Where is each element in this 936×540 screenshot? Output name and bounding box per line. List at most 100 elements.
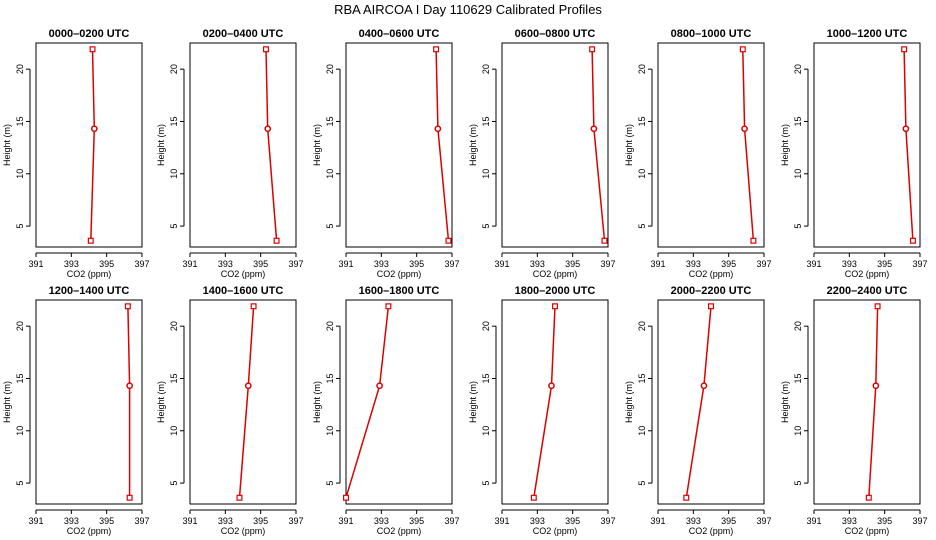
y-tick-label: 15 [793, 373, 803, 383]
x-tick-label: 397 [600, 259, 615, 269]
x-tick-label: 393 [686, 259, 701, 269]
x-axis-label: CO2 (ppm) [67, 526, 112, 536]
y-axis-label: Height (m) [2, 381, 12, 423]
y-axis-label: Height (m) [312, 124, 322, 166]
y-tick-label: 20 [481, 321, 491, 331]
x-tick-label: 393 [686, 516, 701, 526]
x-tick-label: 391 [182, 516, 197, 526]
x-tick-label: 397 [288, 516, 303, 526]
panel-title: 1600–1800 UTC [359, 285, 440, 297]
data-point-circle [90, 125, 98, 133]
data-point-square [262, 46, 269, 53]
y-tick-label: 20 [169, 64, 179, 74]
x-tick-label: 397 [756, 259, 771, 269]
plot-frame [657, 299, 765, 505]
y-tick-label: 15 [637, 116, 647, 126]
panel-title: 2200–2400 UTC [827, 285, 908, 297]
plot-frame [189, 42, 297, 248]
x-axis-label: CO2 (ppm) [689, 526, 734, 536]
y-tick-label: 20 [325, 64, 335, 74]
y-tick-label: 5 [169, 481, 179, 486]
y-tick-label: 15 [481, 373, 491, 383]
x-tick-label: 395 [253, 516, 268, 526]
y-tick-label: 5 [15, 224, 25, 229]
x-axis-label: CO2 (ppm) [689, 269, 734, 279]
y-tick-label: 10 [325, 426, 335, 436]
y-tick-label: 5 [637, 481, 647, 486]
data-point-circle [902, 125, 910, 133]
y-tick-label: 20 [15, 64, 25, 74]
data-point-square [739, 46, 746, 53]
y-tick-label: 15 [325, 116, 335, 126]
x-tick-label: 395 [721, 516, 736, 526]
data-point-circle [590, 125, 598, 133]
data-point-square [124, 303, 131, 310]
y-tick-label: 10 [15, 169, 25, 179]
panel-8: 1400–1600 UTC 391 393 395 397 CO2 (ppm) 5 10 15 2… [156, 285, 304, 536]
plot-frame [189, 299, 297, 505]
x-tick-label: 391 [494, 259, 509, 269]
y-tick-label: 15 [169, 116, 179, 126]
y-tick-label: 5 [325, 481, 335, 486]
x-tick-label: 393 [218, 516, 233, 526]
y-tick-label: 10 [169, 169, 179, 179]
plot-frame [501, 299, 609, 505]
y-tick-label: 20 [325, 321, 335, 331]
plot-frame [35, 42, 143, 248]
x-tick-label: 395 [409, 516, 424, 526]
x-tick-label: 395 [877, 259, 892, 269]
x-tick-label: 397 [756, 516, 771, 526]
data-point-square [89, 46, 96, 53]
panel-6: 1000–1200 UTC 391 393 395 397 CO2 (ppm) 5 10 15 2… [780, 28, 928, 279]
panel-2: 0200–0400 UTC 391 393 395 397 CO2 (ppm) 5 10 15 2… [156, 28, 304, 279]
y-tick-label: 20 [169, 321, 179, 331]
x-axis-label: CO2 (ppm) [845, 526, 890, 536]
panel-title: 0000–0200 UTC [49, 28, 130, 40]
y-tick-label: 10 [637, 169, 647, 179]
data-point-square [126, 494, 133, 501]
x-tick-label: 393 [530, 516, 545, 526]
x-tick-label: 397 [600, 516, 615, 526]
x-tick-label: 395 [565, 259, 580, 269]
x-tick-label: 395 [99, 516, 114, 526]
plot-frame [345, 42, 453, 248]
panel-title: 2000–2200 UTC [671, 285, 752, 297]
y-tick-label: 5 [793, 224, 803, 229]
data-point-square [530, 494, 537, 501]
data-point-square [445, 237, 452, 244]
x-tick-label: 395 [877, 516, 892, 526]
data-point-square [909, 237, 916, 244]
y-axis-label: Height (m) [624, 381, 634, 423]
panel-12: 2200–2400 UTC 391 393 395 397 CO2 (ppm) 5 10 15 2… [780, 285, 928, 536]
y-axis-label: Height (m) [156, 124, 166, 166]
data-point-square [601, 237, 608, 244]
x-tick-label: 397 [288, 259, 303, 269]
y-tick-label: 15 [15, 373, 25, 383]
y-tick-label: 20 [637, 64, 647, 74]
panel-4: 0600–0800 UTC 391 393 395 397 CO2 (ppm) 5 10 15 2… [468, 28, 616, 279]
y-tick-label: 20 [481, 64, 491, 74]
y-tick-label: 10 [637, 426, 647, 436]
y-tick-label: 5 [637, 224, 647, 229]
x-tick-label: 397 [134, 259, 149, 269]
x-tick-label: 393 [374, 516, 389, 526]
panel-10: 1800–2000 UTC 391 393 395 397 CO2 (ppm) 5 10 15 2… [468, 285, 616, 536]
y-axis-label: Height (m) [312, 381, 322, 423]
data-point-square [589, 46, 596, 53]
y-axis-label: Height (m) [468, 381, 478, 423]
x-tick-label: 393 [64, 259, 79, 269]
y-tick-label: 10 [169, 426, 179, 436]
x-axis-label: CO2 (ppm) [533, 269, 578, 279]
x-axis-label: CO2 (ppm) [221, 269, 266, 279]
x-tick-label: 393 [842, 259, 857, 269]
data-point-circle [126, 382, 133, 390]
x-tick-label: 391 [338, 259, 353, 269]
y-tick-label: 20 [637, 321, 647, 331]
data-point-square [343, 494, 350, 501]
y-tick-label: 10 [325, 169, 335, 179]
data-point-square [236, 494, 243, 501]
y-tick-label: 15 [15, 116, 25, 126]
panel-title: 1000–1200 UTC [827, 28, 908, 40]
x-tick-label: 393 [842, 516, 857, 526]
data-point-square [273, 237, 280, 244]
